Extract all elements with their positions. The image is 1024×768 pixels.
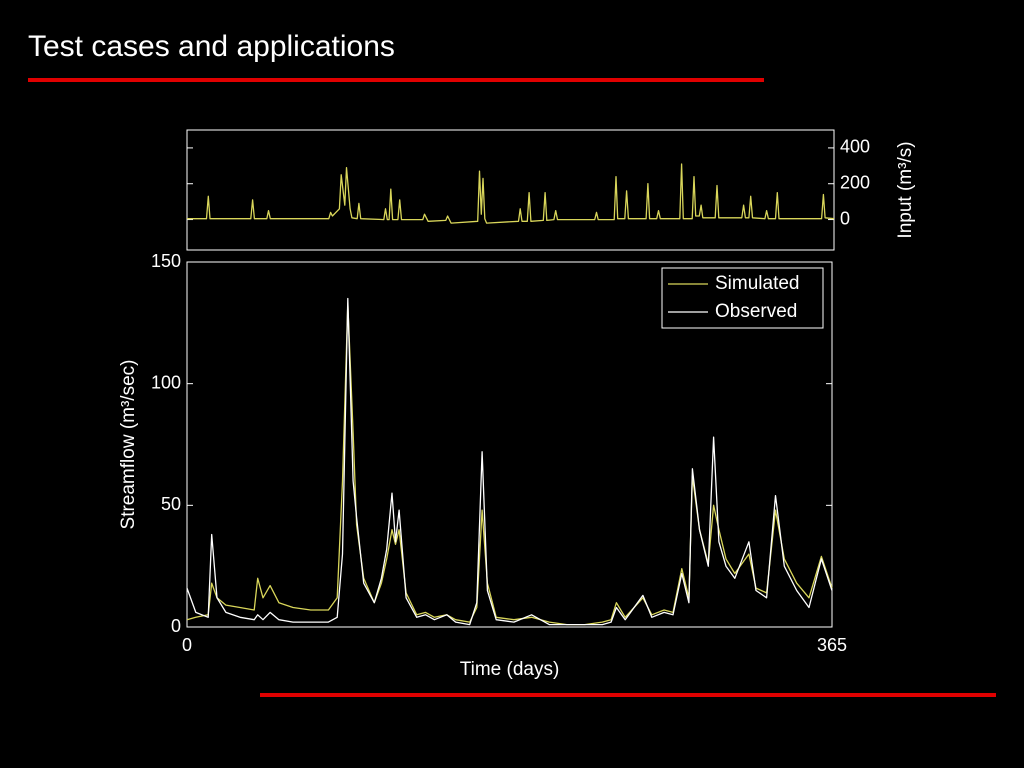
y-tick-label: 50 (161, 494, 181, 514)
y-axis-label: Streamflow (m³/sec) (118, 360, 139, 530)
title-rule (28, 78, 764, 82)
y-tick-label: 0 (171, 616, 181, 636)
plot-frame (186, 129, 835, 251)
y-tick-label: 400 (840, 137, 870, 157)
x-tick-label: 0 (182, 635, 192, 655)
legend-label: Simulated (715, 273, 800, 294)
series-line (186, 297, 833, 626)
legend-box (661, 267, 824, 329)
legend-label: Observed (715, 301, 797, 322)
bottom-rule (260, 693, 996, 697)
series-line (186, 302, 833, 626)
y-tick-label: 150 (151, 251, 181, 271)
x-axis-label: Time (days) (460, 659, 560, 680)
y-tick-label: 200 (840, 172, 870, 192)
y-axis-label: Input (m³/s) (895, 141, 916, 238)
y-tick-label: 100 (151, 372, 181, 392)
slide-title: Test cases and applications (28, 30, 395, 63)
series-line (187, 163, 835, 224)
x-tick-label: 365 (817, 635, 847, 655)
y-tick-label: 0 (840, 208, 850, 228)
